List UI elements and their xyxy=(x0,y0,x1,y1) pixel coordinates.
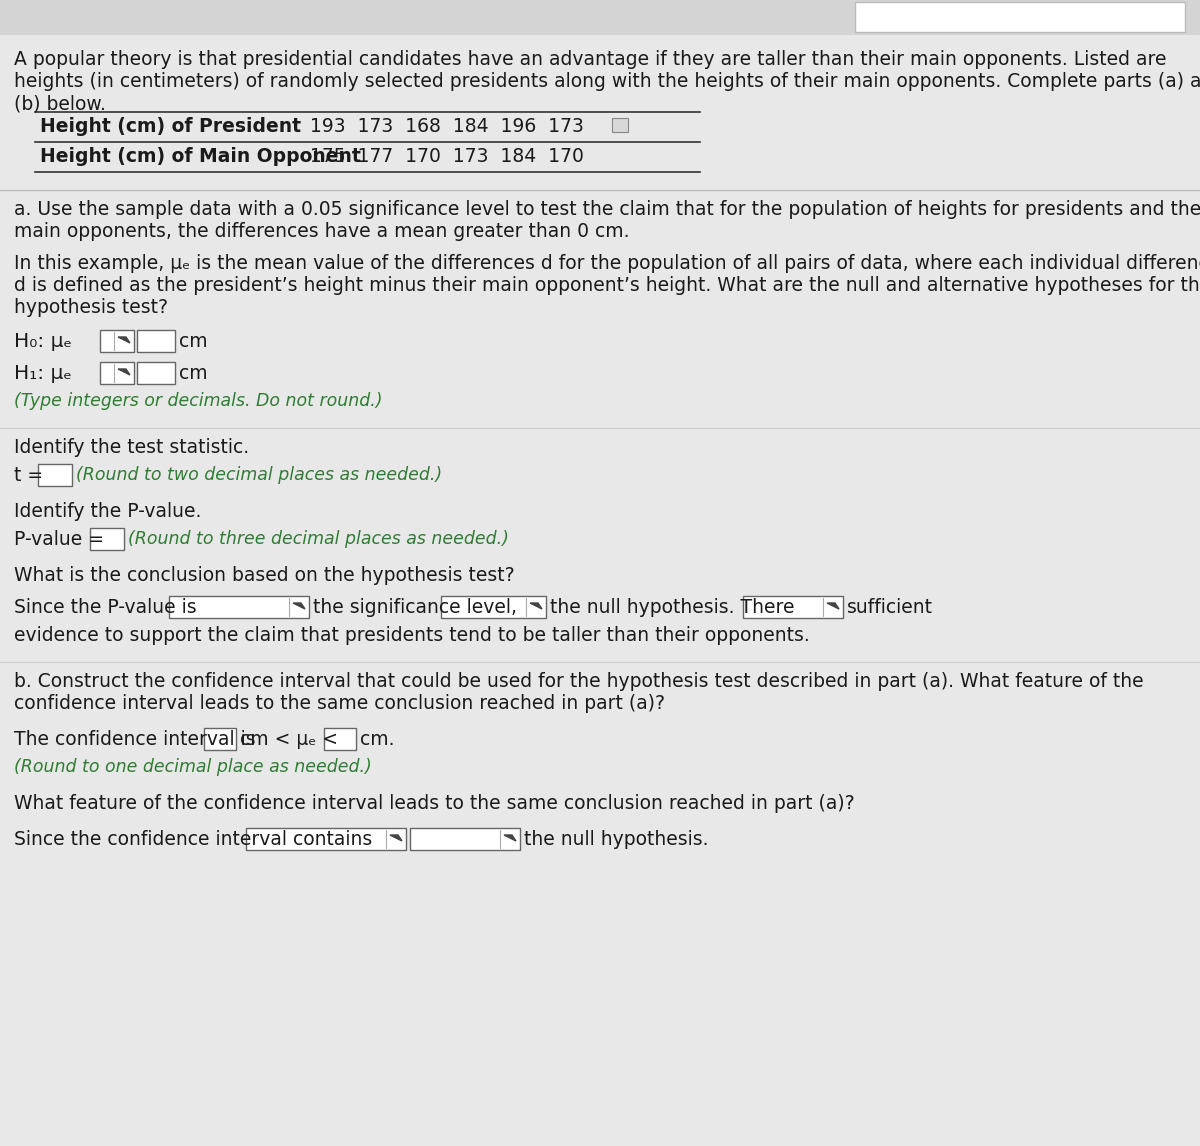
Text: cm < μₑ <: cm < μₑ < xyxy=(240,730,338,749)
Text: cm: cm xyxy=(179,364,208,383)
Text: 193  173  168  184  196  173: 193 173 168 184 196 173 xyxy=(310,117,584,136)
Text: d is defined as the president’s height minus their main opponent’s height. What : d is defined as the president’s height m… xyxy=(14,276,1200,295)
Bar xyxy=(137,330,175,352)
Text: Height (cm) of President: Height (cm) of President xyxy=(40,117,301,136)
Text: In this example, μₑ is the mean value of the differences d for the population of: In this example, μₑ is the mean value of… xyxy=(14,254,1200,273)
Text: (Round to one decimal place as needed.): (Round to one decimal place as needed.) xyxy=(14,758,372,776)
Bar xyxy=(410,829,520,850)
Text: What feature of the confidence interval leads to the same conclusion reached in : What feature of the confidence interval … xyxy=(14,794,854,813)
Text: H₁: μₑ: H₁: μₑ xyxy=(14,364,72,383)
Text: Identify the P-value.: Identify the P-value. xyxy=(14,502,202,521)
Text: (b) below.: (b) below. xyxy=(14,94,106,113)
Bar xyxy=(612,118,628,132)
Text: the null hypothesis. There: the null hypothesis. There xyxy=(550,598,794,617)
Polygon shape xyxy=(118,369,130,375)
Bar xyxy=(204,728,236,749)
Text: (Round to three decimal places as needed.): (Round to three decimal places as needed… xyxy=(128,529,509,548)
Text: Height (cm) of Main Opponent: Height (cm) of Main Opponent xyxy=(40,147,361,166)
Text: What is the conclusion based on the hypothesis test?: What is the conclusion based on the hypo… xyxy=(14,566,515,584)
Text: confidence interval leads to the same conclusion reached in part (a)?: confidence interval leads to the same co… xyxy=(14,694,665,713)
Bar xyxy=(246,829,406,850)
Text: A popular theory is that presidential candidates have an advantage if they are t: A popular theory is that presidential ca… xyxy=(14,50,1166,69)
Bar xyxy=(38,464,72,486)
Bar xyxy=(854,2,1186,32)
Text: the significance level,: the significance level, xyxy=(313,598,517,617)
Text: (Round to two decimal places as needed.): (Round to two decimal places as needed.) xyxy=(76,466,442,484)
Bar xyxy=(743,596,842,618)
Text: sufficient: sufficient xyxy=(847,598,934,617)
Text: (Type integers or decimals. Do not round.): (Type integers or decimals. Do not round… xyxy=(14,392,383,410)
Bar xyxy=(100,362,134,384)
Text: Identify the test statistic.: Identify the test statistic. xyxy=(14,438,250,457)
Bar xyxy=(90,528,124,550)
Text: The confidence interval is: The confidence interval is xyxy=(14,730,256,749)
Text: Since the P-value is: Since the P-value is xyxy=(14,598,197,617)
Text: a. Use the sample data with a 0.05 significance level to test the claim that for: a. Use the sample data with a 0.05 signi… xyxy=(14,201,1200,219)
Text: cm: cm xyxy=(179,332,208,351)
Text: Since the confidence interval contains: Since the confidence interval contains xyxy=(14,830,372,849)
Polygon shape xyxy=(293,603,305,609)
Polygon shape xyxy=(118,337,130,343)
Text: the null hypothesis.: the null hypothesis. xyxy=(524,830,708,849)
Text: P-value =: P-value = xyxy=(14,529,104,549)
Polygon shape xyxy=(390,835,402,841)
Polygon shape xyxy=(504,835,516,841)
Bar xyxy=(100,330,134,352)
Text: cm.: cm. xyxy=(360,730,395,749)
Polygon shape xyxy=(530,603,542,609)
Polygon shape xyxy=(827,603,839,609)
Text: b. Construct the confidence interval that could be used for the hypothesis test : b. Construct the confidence interval tha… xyxy=(14,672,1144,691)
Text: main opponents, the differences have a mean greater than 0 cm.: main opponents, the differences have a m… xyxy=(14,222,630,241)
Text: evidence to support the claim that presidents tend to be taller than their oppon: evidence to support the claim that presi… xyxy=(14,626,810,645)
Text: hypothesis test?: hypothesis test? xyxy=(14,298,168,317)
Text: 175  177  170  173  184  170: 175 177 170 173 184 170 xyxy=(310,147,584,166)
Text: t =: t = xyxy=(14,466,43,485)
Text: heights (in centimeters) of randomly selected presidents along with the heights : heights (in centimeters) of randomly sel… xyxy=(14,72,1200,91)
Bar xyxy=(137,362,175,384)
Bar xyxy=(324,728,356,749)
Text: H₀: μₑ: H₀: μₑ xyxy=(14,332,72,351)
Bar xyxy=(169,596,310,618)
Bar xyxy=(442,596,546,618)
